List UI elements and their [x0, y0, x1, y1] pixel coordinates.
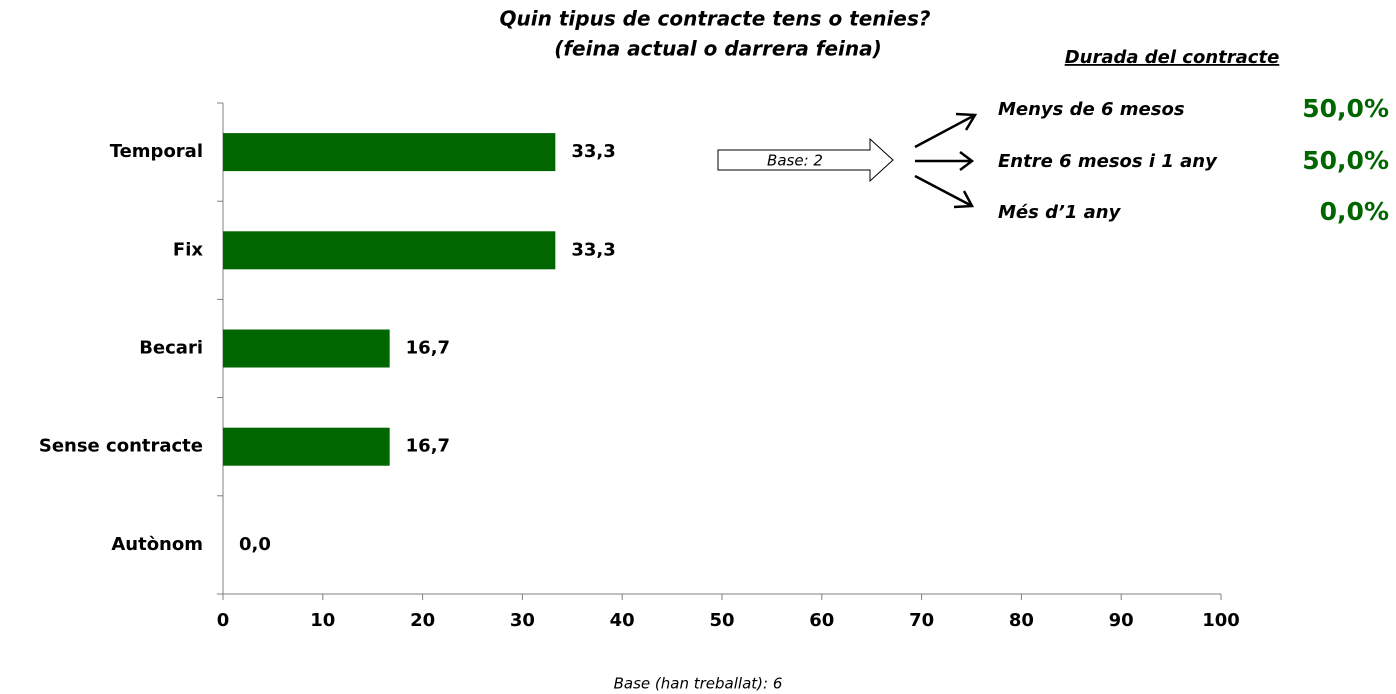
x-tick-label: 60 [809, 610, 834, 631]
value-label: 33,3 [571, 239, 615, 260]
y-tick-label: Sense contracte [39, 436, 203, 457]
value-label: 16,7 [406, 436, 450, 457]
base-label: Base: 2 [767, 152, 823, 170]
y-tick-label: Becari [139, 338, 203, 359]
value-label: 33,3 [571, 141, 615, 162]
branch-arrows [914, 112, 978, 209]
chart-subtitle: (feina actual o darrera feina) [554, 37, 882, 61]
x-tick-label: 80 [1009, 610, 1034, 631]
duration-name: Entre 6 mesos i 1 any [998, 151, 1218, 172]
duration-title: Durada del contracte [1065, 47, 1280, 68]
x-tick-label: 0 [217, 610, 230, 631]
duration-value: 0,0% [1320, 197, 1389, 226]
footnote: Base (han treballat): 6 [614, 675, 783, 693]
x-tick-label: 70 [909, 610, 934, 631]
duration-value: 50,0% [1302, 94, 1389, 123]
duration-name: Més d’1 any [998, 202, 1122, 223]
chart-title: Quin tipus de contracte tens o tenies? [500, 7, 931, 31]
value-label: 16,7 [406, 338, 450, 359]
x-tick-label: 10 [310, 610, 335, 631]
x-tick-label: 50 [709, 610, 734, 631]
y-tick-label: Fix [173, 239, 203, 260]
duration-name: Menys de 6 mesos [998, 99, 1185, 120]
base-arrow [717, 137, 894, 183]
value-label: 0,0 [239, 534, 271, 555]
duration-value: 50,0% [1302, 146, 1389, 175]
y-tick-label: Temporal [110, 141, 203, 162]
bar [223, 427, 390, 466]
bar [223, 133, 556, 172]
x-tick-label: 30 [510, 610, 535, 631]
x-tick-label: 90 [1109, 610, 1134, 631]
x-tick-label: 20 [410, 610, 435, 631]
x-tick-label: 100 [1202, 610, 1240, 631]
x-tick-label: 40 [610, 610, 635, 631]
bar [223, 231, 556, 270]
y-tick-label: Autònom [111, 534, 203, 555]
bar [223, 329, 390, 368]
